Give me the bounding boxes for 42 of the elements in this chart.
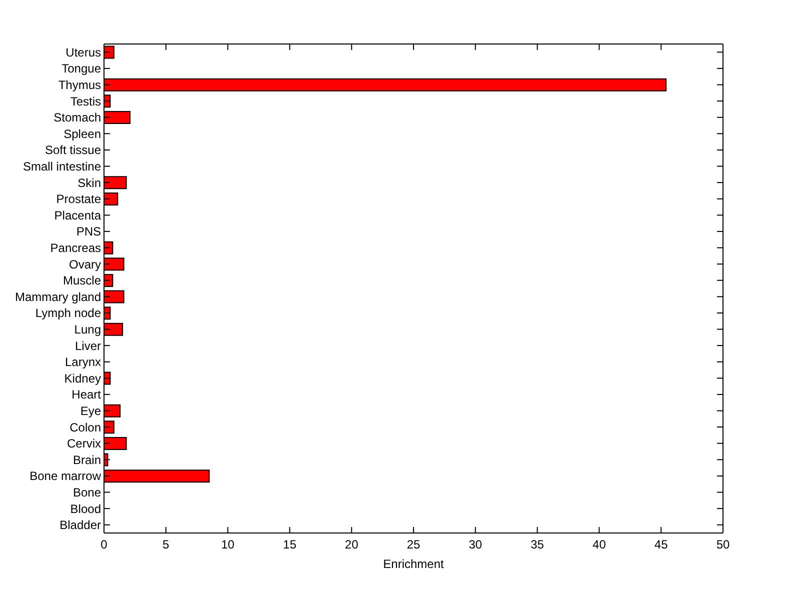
y-tick-label: Heart (72, 388, 102, 402)
y-tick-label: Thymus (58, 78, 101, 92)
y-tick-label: Larynx (64, 355, 101, 370)
y-tick-label: Colon (70, 420, 101, 434)
y-tick-label: Cervix (66, 436, 101, 451)
x-axis-title: Enrichment (383, 557, 445, 571)
x-tick-label: 10 (221, 538, 235, 552)
y-tick-label: Bone (72, 485, 102, 500)
y-tick-label: Mammary gland (14, 290, 101, 304)
y-tick-label: Lung (74, 322, 101, 336)
x-tick-label: 20 (344, 538, 359, 552)
y-tick-label: Brain (72, 452, 101, 467)
y-tick-label: Placenta (54, 208, 102, 222)
y-tick-label: Soft tissue (44, 143, 102, 158)
x-tick-label: 15 (283, 538, 297, 552)
y-tick-label: Ovary (68, 257, 101, 272)
y-tick-label: Eye (80, 404, 102, 418)
y-tick-label: Liver (74, 338, 101, 353)
y-tick-label: Bone marrow (30, 469, 102, 484)
x-tick-label: 50 (716, 538, 730, 552)
y-tick-label: Skin (78, 176, 101, 190)
y-tick-label: Tongue (62, 62, 102, 76)
y-tick-label: Lymph node (35, 306, 102, 320)
y-tick-label: Uterus (66, 45, 101, 60)
y-tick-label: Bladder (60, 518, 101, 532)
x-tick-label: 25 (406, 538, 420, 552)
x-tick-label: 30 (468, 538, 482, 552)
x-tick-label: 45 (654, 538, 668, 552)
y-tick-label: Spleen (64, 126, 101, 141)
y-tick-label: PNS (76, 224, 101, 239)
y-tick-label: Small intestine (22, 159, 102, 174)
x-tick-label: 40 (592, 538, 606, 552)
x-tick-label: 5 (162, 538, 170, 552)
y-tick-label: Testis (70, 94, 101, 108)
x-tick-label: 0 (100, 538, 108, 552)
y-tick-label: Stomach (54, 110, 101, 125)
y-tick-label: Blood (70, 502, 101, 516)
x-tick-label: 35 (530, 538, 544, 552)
y-tick-label: Muscle (62, 274, 102, 288)
y-tick-label: Pancreas (50, 240, 101, 255)
y-tick-label: Kidney (64, 371, 101, 386)
y-tick-label: Prostate (56, 192, 102, 206)
